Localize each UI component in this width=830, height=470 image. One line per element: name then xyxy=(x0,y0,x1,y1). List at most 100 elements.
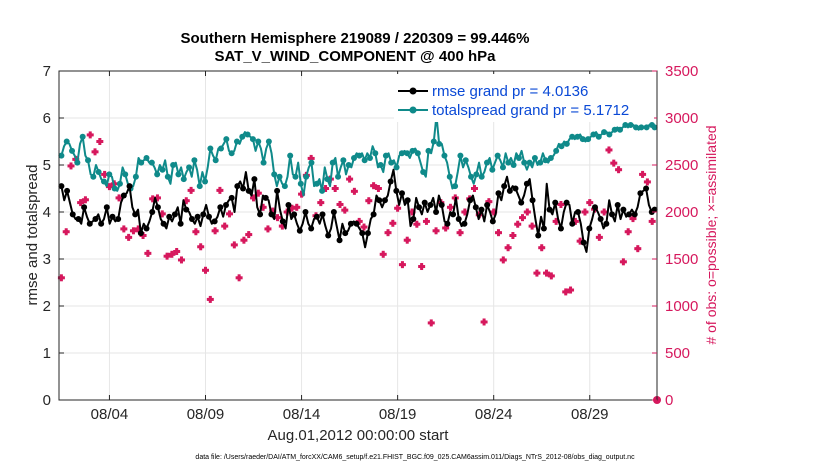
rmse-point xyxy=(393,187,400,194)
spread-point xyxy=(303,173,310,180)
y2-tick-label: 3000 xyxy=(665,110,698,127)
obs-mark-core xyxy=(212,228,218,233)
obs-assimilated-point xyxy=(346,175,354,183)
plot-frame xyxy=(58,70,658,401)
obs-assimilated-point xyxy=(120,225,128,233)
obs-mark-core xyxy=(433,228,439,233)
obs-mark-core xyxy=(563,289,568,295)
spread-point xyxy=(356,152,363,159)
spread-point xyxy=(207,145,214,152)
spread-point xyxy=(175,171,182,178)
spread-point xyxy=(122,171,129,178)
spread-point xyxy=(611,126,618,133)
x-tick-label: 08/29 xyxy=(571,406,609,423)
spread-point xyxy=(244,131,251,138)
rmse-point xyxy=(291,211,298,218)
spread-point xyxy=(170,162,177,168)
spread-point xyxy=(74,159,81,166)
obs-mark-core xyxy=(472,186,477,191)
rmse-point xyxy=(651,206,658,213)
obs-mark-core xyxy=(582,209,588,215)
spread-point xyxy=(202,178,209,185)
obs-mark-core xyxy=(361,224,367,230)
spread-point xyxy=(651,124,658,131)
rmse-point xyxy=(370,211,377,218)
x-tick-label: 08/14 xyxy=(283,406,321,423)
rmse-point xyxy=(381,197,388,204)
obs-assimilated-point xyxy=(264,225,272,233)
spread-point xyxy=(372,150,379,157)
obs-assimilated-point xyxy=(365,197,373,205)
spread-point xyxy=(430,138,437,145)
obs-mark-core xyxy=(640,172,645,177)
obs-assimilated-point xyxy=(432,227,440,235)
rmse-point xyxy=(268,211,275,218)
obs-mark-core xyxy=(534,270,540,276)
spread-point xyxy=(489,166,496,173)
spread-point xyxy=(558,143,565,150)
obs-mark-core xyxy=(174,249,179,254)
rmse-point xyxy=(109,213,116,220)
obs-mark-core xyxy=(227,211,232,217)
spread-point xyxy=(393,164,400,171)
spread-point xyxy=(180,176,187,183)
spread-point xyxy=(132,173,139,180)
obs-assimilated-point xyxy=(648,217,656,225)
obs-mark-core xyxy=(251,195,256,201)
rmse-point xyxy=(240,185,247,192)
obs-assimilated-point xyxy=(245,231,253,239)
y-tick-label: 6 xyxy=(43,110,51,127)
spread-point xyxy=(542,157,549,164)
rmse-point xyxy=(347,220,354,227)
spread-point xyxy=(186,164,193,171)
obs-assimilated-point xyxy=(173,247,181,255)
spread-point xyxy=(223,136,230,143)
rmse-point xyxy=(223,201,230,208)
obs-assimilated-point xyxy=(86,131,94,139)
obs-mark-core xyxy=(265,226,271,232)
obs-assimilated-point xyxy=(567,286,575,294)
x-tick-label: 08/24 xyxy=(475,406,513,423)
obs-assimilated-point xyxy=(533,269,541,277)
rmse-point xyxy=(529,197,536,204)
obs-assimilated-point xyxy=(509,232,517,239)
rmse-point xyxy=(574,209,581,215)
obs-assimilated-point xyxy=(221,222,229,230)
rmse-point xyxy=(637,190,644,197)
spread-point xyxy=(441,152,448,159)
rmse-point xyxy=(569,220,576,227)
spread-point xyxy=(69,147,76,154)
legend-box xyxy=(394,74,654,122)
rmse-point xyxy=(132,211,139,218)
obs-mark-core xyxy=(597,235,602,240)
obs-mark-core xyxy=(68,163,74,169)
x-tick-label: 08/19 xyxy=(379,406,417,423)
rmse-point xyxy=(421,199,428,206)
spread-point xyxy=(643,124,650,131)
obs-mark-core xyxy=(318,200,323,205)
obs-assimilated-point xyxy=(144,249,152,257)
obs-assimilated-point xyxy=(216,186,224,194)
obs-assimilated-point xyxy=(581,208,589,216)
rmse-point xyxy=(410,216,417,223)
rmse-point xyxy=(274,187,281,194)
rmse-point xyxy=(81,204,88,211)
rmse-point xyxy=(115,216,122,223)
obs-mark-core xyxy=(390,221,396,226)
obs-mark-core xyxy=(88,132,93,138)
spread-point xyxy=(260,159,267,166)
rmse-point xyxy=(325,232,332,239)
spread-point xyxy=(212,157,219,164)
obs-assimilated-point xyxy=(341,206,349,214)
obs-mark-core xyxy=(246,232,251,237)
rmse-point xyxy=(251,176,258,183)
obs-mark-core xyxy=(203,268,208,273)
obs-mark-core xyxy=(381,252,386,257)
y-tick-label: 1 xyxy=(43,345,51,362)
spread-point xyxy=(515,154,522,161)
rmse-point xyxy=(433,209,440,215)
rmse-point xyxy=(171,211,178,218)
obs-assimilated-point xyxy=(62,228,70,236)
obs-mark-core xyxy=(481,319,487,325)
spread-point xyxy=(233,138,240,145)
